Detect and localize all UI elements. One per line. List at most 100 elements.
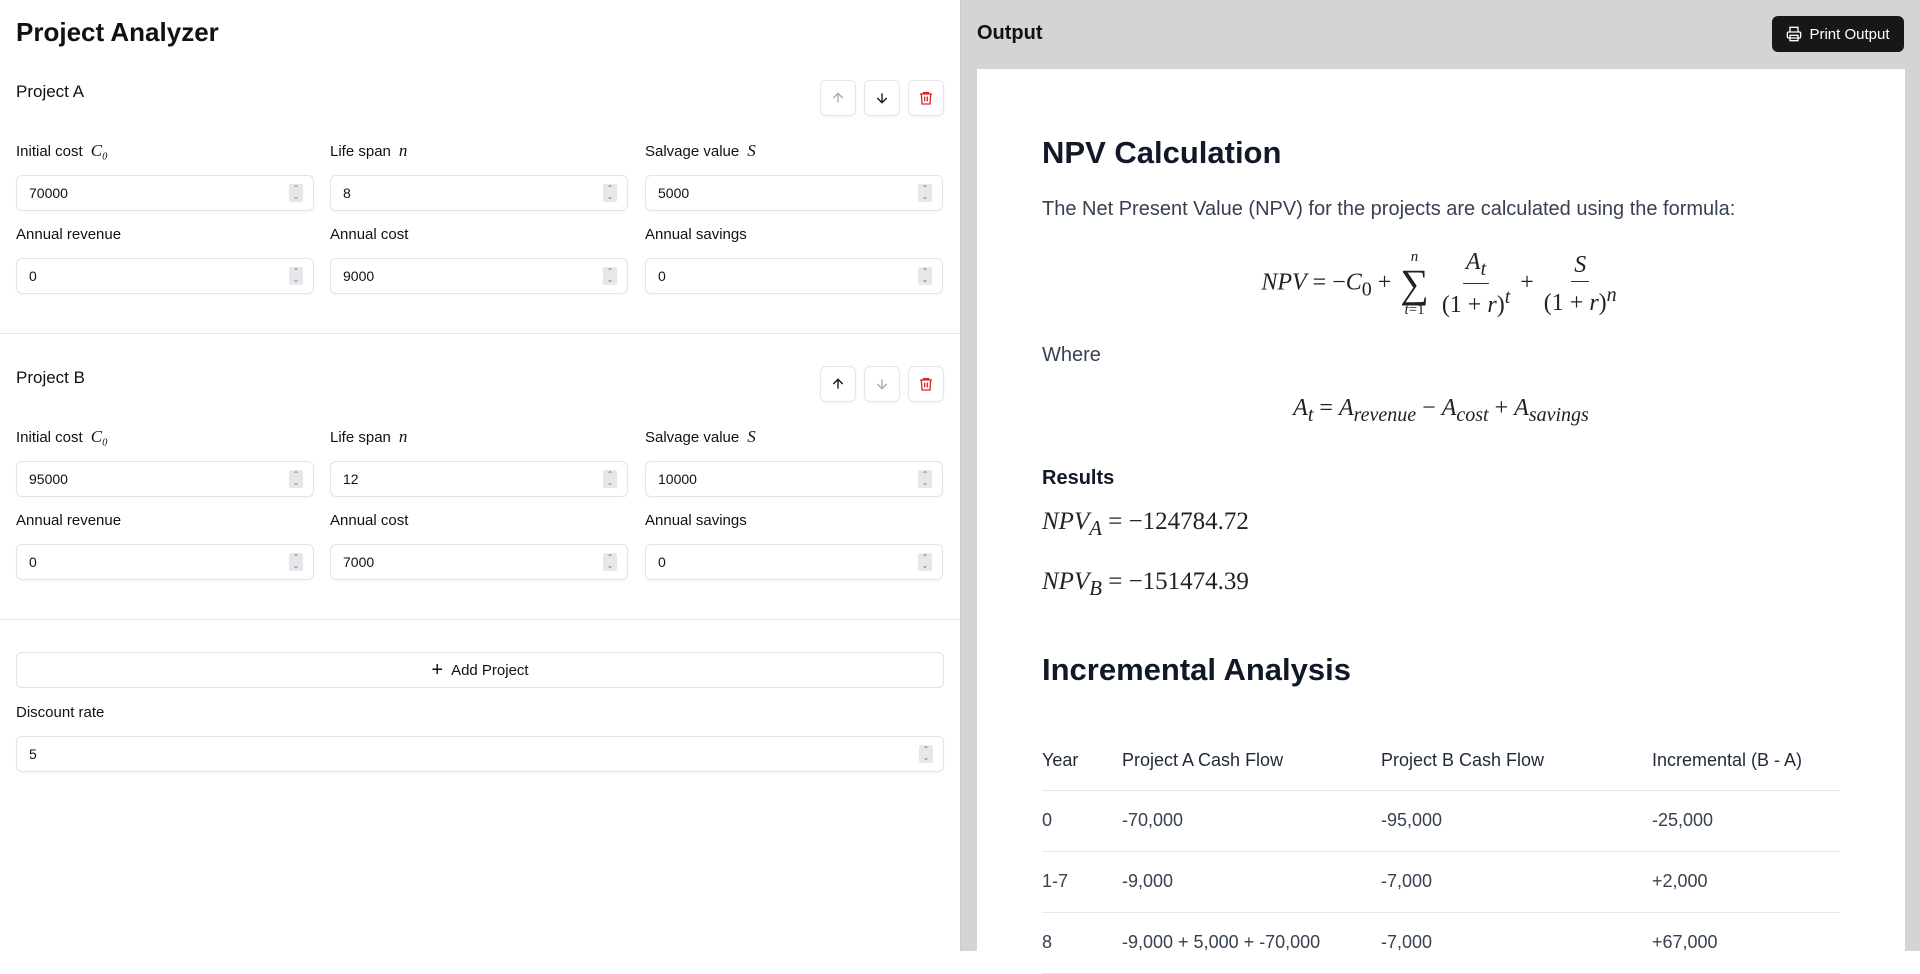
spinner[interactable]: ⌃ ⌄ — [918, 470, 932, 488]
field-salvage-value: Salvage value S 5000 ⌃ ⌄ — [645, 141, 943, 211]
output-document: NPV Calculation The Net Present Value (N… — [977, 69, 1905, 974]
cashflow-formula: At = Arevenue − Acost + Asavings — [1293, 395, 1589, 426]
annual-cost-input[interactable]: 7000 ⌃ ⌄ — [330, 544, 628, 580]
delete-project-button[interactable] — [908, 80, 944, 116]
spinner[interactable]: ⌃ ⌄ — [603, 184, 617, 202]
col-header: Incremental (B - A) — [1652, 750, 1840, 791]
field-label: Annual cost — [330, 511, 409, 529]
input-panel: Project Analyzer Project A Initial cost C… — [0, 0, 960, 951]
spinner[interactable]: ⌃ ⌄ — [918, 184, 932, 202]
divider — [0, 619, 960, 620]
npv-a-result: NPVA = −124784.72 — [1042, 508, 1249, 540]
col-header: Year — [1042, 750, 1122, 791]
print-output-label: Print Output — [1809, 25, 1890, 43]
table-cell: 8 — [1042, 912, 1122, 974]
move-up-button[interactable] — [820, 366, 856, 402]
field-annual-revenue: Annual revenue 0 ⌃ ⌄ — [16, 224, 314, 294]
incremental-heading: Incremental Analysis — [1042, 652, 1351, 687]
annual-savings-input[interactable]: 0 ⌃ ⌄ — [645, 544, 943, 580]
salvage-value-input[interactable]: 5000 ⌃ ⌄ — [645, 175, 943, 211]
project-name: Project B — [16, 368, 85, 387]
table-cell: -95,000 — [1381, 790, 1652, 852]
spinner[interactable]: ⌃ ⌄ — [289, 267, 303, 285]
trash-icon — [920, 378, 932, 391]
table-row: 8 -9,000 + 5,000 + -70,000 -7,000 +67,000 — [1042, 912, 1840, 974]
arrow-up-icon — [832, 378, 844, 389]
arrow-down-icon — [876, 379, 888, 390]
field-label: Initial cost — [16, 142, 83, 160]
project-name: Project A — [16, 82, 85, 101]
field-annual-savings: Annual savings 0 ⌃ ⌄ — [645, 224, 943, 294]
output-title: Output — [977, 22, 1043, 44]
annual-cost-input[interactable]: 9000 ⌃ ⌄ — [330, 258, 628, 294]
table-cell: -9,000 + 5,000 + -70,000 — [1122, 912, 1381, 974]
npv-b-result: NPVB = −151474.39 — [1042, 568, 1249, 600]
field-initial-cost: Initial cost C₀ 70000 ⌃ ⌄ — [16, 141, 314, 211]
table-cell: -7,000 — [1381, 912, 1652, 974]
spinner[interactable]: ⌃ ⌄ — [918, 553, 932, 571]
table-cell: 1-7 — [1042, 851, 1122, 913]
field-label: Annual cost — [330, 225, 409, 243]
spinner[interactable]: ⌃ ⌄ — [919, 745, 933, 763]
table-cell: +2,000 — [1652, 851, 1840, 913]
field-label: Salvage value — [645, 142, 740, 160]
spinner[interactable]: ⌃ ⌄ — [289, 470, 303, 488]
annual-savings-input[interactable]: 0 ⌃ ⌄ — [645, 258, 943, 294]
table-row: 1-7 -9,000 -7,000 +2,000 — [1042, 851, 1840, 913]
field-salvage-value: Salvage value S 10000 ⌃ ⌄ — [645, 427, 943, 497]
field-annual-revenue: Annual revenue 0 ⌃ ⌄ — [16, 510, 314, 580]
life-span-input[interactable]: 8 ⌃ ⌄ — [330, 175, 628, 211]
initial-cost-input[interactable]: 95000 ⌃ ⌄ — [16, 461, 314, 497]
npv-heading: NPV Calculation — [1042, 135, 1282, 170]
field-symbol: C₀ — [90, 427, 108, 446]
print-output-button[interactable]: Print Output — [1772, 16, 1904, 52]
field-symbol: n — [398, 141, 408, 160]
move-down-button[interactable] — [864, 80, 900, 116]
divider — [0, 333, 960, 334]
col-header: Project A Cash Flow — [1122, 750, 1381, 791]
field-symbol: n — [398, 427, 408, 446]
field-initial-cost: Initial cost C₀ 95000 ⌃ ⌄ — [16, 427, 314, 497]
spinner[interactable]: ⌃ ⌄ — [603, 470, 617, 488]
spinner[interactable]: ⌃ ⌄ — [603, 553, 617, 571]
arrow-up-icon — [832, 92, 844, 103]
annual-revenue-input[interactable]: 0 ⌃ ⌄ — [16, 544, 314, 580]
move-up-button[interactable] — [820, 80, 856, 116]
spinner[interactable]: ⌃ ⌄ — [918, 267, 932, 285]
field-annual-cost: Annual cost 7000 ⌃ ⌄ — [330, 510, 628, 580]
table-row: 0 -70,000 -95,000 -25,000 — [1042, 790, 1840, 852]
initial-cost-input[interactable]: 70000 ⌃ ⌄ — [16, 175, 314, 211]
spinner[interactable]: ⌃ ⌄ — [289, 184, 303, 202]
incremental-table: Year Project A Cash Flow Project B Cash … — [1042, 750, 1840, 974]
npv-intro: The Net Present Value (NPV) for the proj… — [1042, 198, 1736, 220]
life-span-input[interactable]: 12 ⌃ ⌄ — [330, 461, 628, 497]
move-down-button[interactable] — [864, 366, 900, 402]
table-cell: -7,000 — [1381, 851, 1652, 913]
field-label: Annual revenue — [16, 225, 122, 243]
table-cell: -25,000 — [1652, 790, 1840, 852]
discount-rate-input[interactable]: 5 ⌃ ⌄ — [16, 736, 944, 772]
npv-formula: NPV = −C0 + n ∑ t=1 At (1 + r)t + S (1 + r)n — [1261, 249, 1617, 318]
field-symbol: S — [747, 141, 756, 160]
field-label: Annual savings — [645, 225, 747, 243]
table-cell: -70,000 — [1122, 790, 1381, 852]
field-label: Life span — [330, 428, 391, 446]
field-label: Salvage value — [645, 428, 740, 446]
salvage-value-input[interactable]: 10000 ⌃ ⌄ — [645, 461, 943, 497]
spinner[interactable]: ⌃ ⌄ — [289, 553, 303, 571]
arrow-down-icon — [876, 93, 888, 104]
field-label: Annual revenue — [16, 511, 122, 529]
add-project-button[interactable]: + Add Project — [16, 652, 944, 688]
delete-project-button[interactable] — [908, 366, 944, 402]
field-annual-cost: Annual cost 9000 ⌃ ⌄ — [330, 224, 628, 294]
table-cell: 0 — [1042, 790, 1122, 852]
annual-revenue-input[interactable]: 0 ⌃ ⌄ — [16, 258, 314, 294]
add-project-label: Add Project — [451, 661, 529, 679]
results-heading: Results — [1042, 467, 1115, 489]
field-label: Life span — [330, 142, 391, 160]
field-label: Annual savings — [645, 511, 747, 529]
app-title: Project Analyzer — [16, 17, 219, 47]
printer-icon — [1787, 26, 1802, 42]
spinner[interactable]: ⌃ ⌄ — [603, 267, 617, 285]
table-cell: -9,000 — [1122, 851, 1381, 913]
